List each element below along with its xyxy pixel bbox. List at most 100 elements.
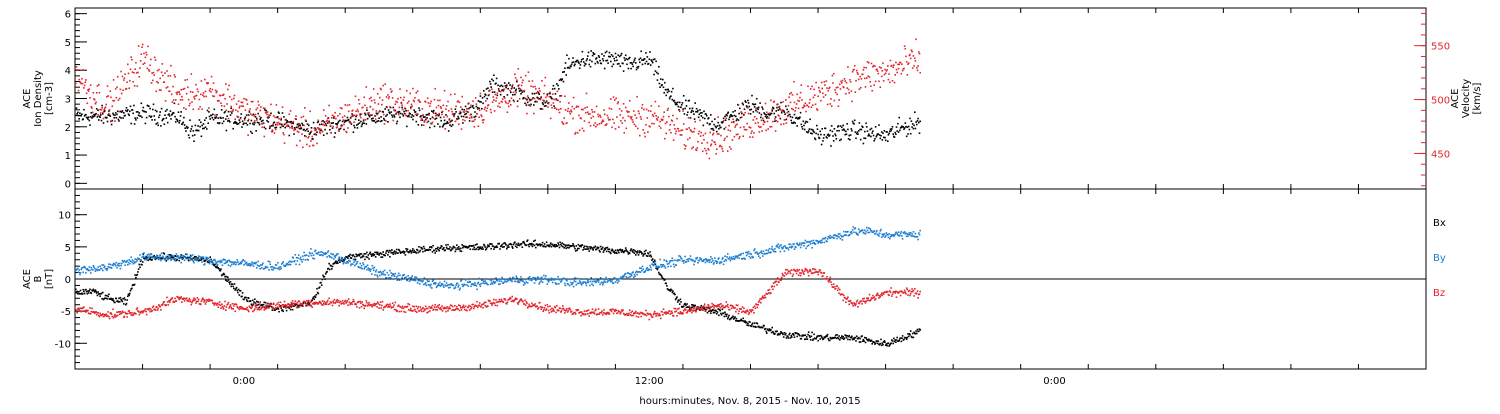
data-point: [293, 133, 295, 135]
data-point: [143, 107, 145, 109]
data-point: [82, 83, 84, 85]
data-point: [706, 115, 708, 117]
data-point: [907, 74, 909, 76]
data-point: [149, 257, 151, 259]
data-point: [224, 263, 226, 265]
data-point: [226, 103, 228, 105]
data-point: [866, 77, 868, 79]
data-point: [569, 285, 571, 287]
data-point: [138, 268, 140, 270]
data-point: [395, 103, 397, 105]
data-point: [785, 333, 787, 335]
data-point: [245, 117, 247, 119]
data-point: [368, 258, 370, 260]
data-point: [500, 279, 502, 281]
data-point: [159, 257, 161, 259]
data-point: [157, 82, 159, 84]
data-point: [763, 325, 765, 327]
data-point: [126, 303, 128, 305]
data-point: [614, 99, 616, 101]
data-point: [246, 99, 248, 101]
data-point: [140, 60, 142, 62]
data-point: [613, 122, 615, 124]
data-point: [454, 247, 456, 249]
data-point: [393, 273, 395, 275]
data-point: [153, 104, 155, 106]
data-point: [535, 101, 537, 103]
data-point: [899, 130, 901, 132]
data-point: [152, 109, 154, 111]
data-point: [704, 148, 706, 150]
data-point: [819, 90, 821, 92]
data-point: [232, 109, 234, 111]
data-point: [248, 119, 250, 121]
data-point: [164, 81, 166, 83]
data-point: [424, 120, 426, 122]
data-point: [672, 115, 674, 117]
data-point: [313, 145, 315, 147]
data-point: [415, 280, 417, 282]
data-point: [482, 248, 484, 250]
data-point: [566, 122, 568, 124]
data-point: [215, 261, 217, 263]
data-point: [122, 89, 124, 91]
data-point: [588, 250, 590, 252]
data-point: [413, 279, 415, 281]
data-point: [151, 116, 153, 118]
data-point: [530, 278, 532, 280]
data-point: [494, 110, 496, 112]
data-point: [492, 101, 494, 103]
data-point: [580, 281, 582, 283]
data-point: [606, 251, 608, 253]
data-point: [709, 123, 711, 125]
data-point: [407, 275, 409, 277]
data-point: [865, 67, 867, 69]
data-point: [622, 122, 624, 124]
data-point: [871, 63, 873, 65]
data-point: [836, 94, 838, 96]
data-point: [540, 99, 542, 101]
data-point: [911, 120, 913, 122]
data-point: [497, 106, 499, 108]
data-point: [168, 257, 170, 259]
data-point: [557, 279, 559, 281]
data-point: [835, 92, 837, 94]
data-point: [95, 103, 97, 105]
data-point: [549, 92, 551, 94]
data-point: [120, 89, 122, 91]
data-point: [339, 261, 341, 263]
data-point: [280, 266, 282, 268]
data-point: [890, 342, 892, 344]
data-point: [632, 63, 634, 65]
data-point: [207, 110, 209, 112]
data-point: [572, 243, 574, 245]
data-point: [482, 246, 484, 248]
data-point: [863, 69, 865, 71]
data-point: [241, 296, 243, 298]
data-point: [788, 249, 790, 251]
data-point: [505, 87, 507, 89]
data-point: [685, 100, 687, 102]
data-point: [405, 248, 407, 250]
data-point: [207, 259, 209, 261]
data-point: [552, 282, 554, 284]
data-point: [828, 338, 830, 340]
data-point: [734, 257, 736, 259]
data-point: [183, 117, 185, 119]
data-point: [134, 68, 136, 70]
data-point: [588, 113, 590, 115]
data-point: [503, 246, 505, 248]
data-point: [555, 99, 557, 101]
data-point: [490, 112, 492, 114]
data-point: [558, 283, 560, 285]
data-point: [478, 278, 480, 280]
data-point: [161, 108, 163, 110]
data-point: [582, 128, 584, 130]
data-point: [497, 85, 499, 87]
data-point: [316, 288, 318, 290]
data-point: [124, 299, 126, 301]
data-point: [439, 100, 441, 102]
data-point: [809, 119, 811, 121]
data-point: [167, 259, 169, 261]
data-point: [408, 101, 410, 103]
